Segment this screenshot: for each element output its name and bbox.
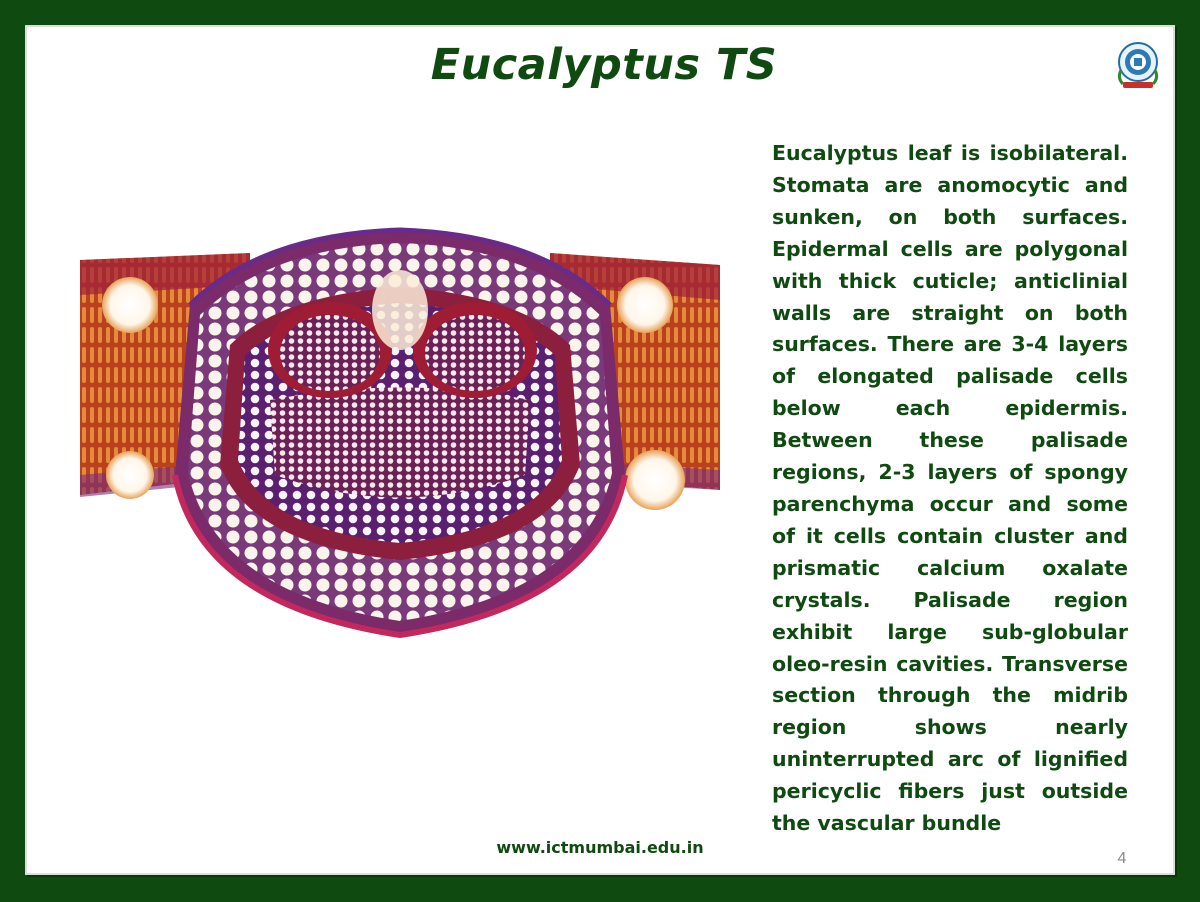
slide-title: Eucalyptus TS [430,40,778,90]
micrograph-image [80,227,720,639]
footer-url: www.ictmumbai.edu.in [496,838,704,857]
ict-logo-icon [1117,42,1159,88]
page-number: 4 [1117,850,1127,867]
description-text: Eucalyptus leaf is isobilateral. Stomata… [772,141,1128,836]
